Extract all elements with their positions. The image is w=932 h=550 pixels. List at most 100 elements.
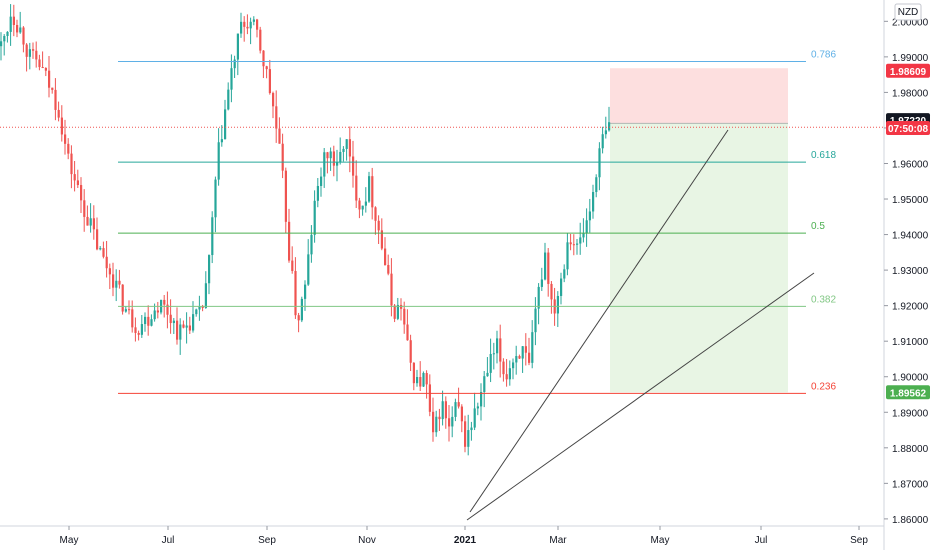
candle-body <box>185 325 188 328</box>
candle-body <box>358 200 361 210</box>
x-tick-label: Mar <box>549 535 567 546</box>
y-tick-label: 1.98000 <box>892 88 929 99</box>
currency-box[interactable] <box>894 3 922 21</box>
candle-body <box>544 252 547 280</box>
candle-body <box>102 248 105 257</box>
fib-label-0-382: 0.382 <box>811 294 836 305</box>
candle-body <box>416 377 419 384</box>
fibonacci-levels[interactable]: 0.786 0.618 0.5 0.382 0.236 <box>118 49 836 394</box>
candle-body <box>48 70 51 88</box>
candle-body <box>572 244 575 246</box>
candle-body <box>192 314 195 331</box>
candle-body <box>275 106 278 129</box>
candle-body <box>272 93 275 107</box>
candle-body <box>204 283 207 308</box>
candle-body <box>156 310 159 313</box>
candle-body <box>294 270 297 316</box>
candle-body <box>560 278 563 296</box>
candle-body <box>454 402 457 417</box>
candle-body <box>108 268 111 275</box>
candle-body <box>147 316 150 326</box>
candle-body <box>80 185 83 201</box>
candle-body <box>300 298 303 321</box>
candle-body <box>339 151 342 163</box>
y-tick-label: 1.99000 <box>892 53 929 64</box>
candle-body <box>342 148 345 152</box>
candle-body <box>220 139 223 143</box>
candle-body <box>563 269 566 279</box>
candle-body <box>556 295 559 314</box>
y-tick-label: 1.87000 <box>892 479 929 490</box>
candle-body <box>70 153 73 175</box>
price-badge-bg <box>886 120 930 135</box>
take-profit-zone <box>610 123 788 393</box>
candle-body <box>419 377 422 387</box>
x-tick-label: May <box>60 535 79 546</box>
candle-body <box>313 200 316 235</box>
candle-body <box>262 50 265 67</box>
candle-body <box>403 308 406 325</box>
candle-body <box>166 304 169 315</box>
candle-body <box>515 356 518 363</box>
candle-body <box>19 27 22 33</box>
candle-body <box>588 211 591 221</box>
candle-body <box>332 151 335 166</box>
candle-body <box>252 19 255 22</box>
candle-body <box>22 27 25 45</box>
candle-body <box>467 430 470 447</box>
y-tick-label: 1.88000 <box>892 444 929 455</box>
price-badge-label: 1.89562 <box>890 388 927 399</box>
y-tick-label: 2.00000 <box>892 17 929 28</box>
candle-body <box>585 220 588 234</box>
candle-body <box>137 332 140 335</box>
candle-body <box>230 68 233 90</box>
candle-body <box>336 162 339 166</box>
candle-body <box>598 148 601 178</box>
candle-body <box>460 406 463 422</box>
candle-body <box>432 411 435 433</box>
candle-body <box>265 66 268 70</box>
candle-body <box>566 242 569 270</box>
candle-body <box>198 306 201 310</box>
candle-body <box>201 306 204 308</box>
candle-body <box>140 324 143 335</box>
candle-body <box>345 139 348 149</box>
candle-body <box>496 338 499 354</box>
candle-body <box>278 128 281 144</box>
x-tick-label: Jul <box>755 535 768 546</box>
candle-body <box>348 139 351 157</box>
candle-body <box>364 201 367 206</box>
candle-body <box>329 151 332 159</box>
candle-body <box>390 273 393 306</box>
y-tick-label: 1.91000 <box>892 337 929 348</box>
candle-body <box>438 416 441 420</box>
candle-body <box>284 170 287 222</box>
trend-line-upper[interactable] <box>469 129 729 513</box>
candle-body <box>608 122 611 131</box>
candle-body <box>243 21 246 27</box>
candle-body <box>576 243 579 245</box>
candle-body <box>28 49 31 57</box>
candle-body <box>9 16 12 32</box>
candle-body <box>3 35 6 42</box>
candle-body <box>60 117 63 135</box>
y-tick-label: 1.90000 <box>892 373 929 384</box>
candle-body <box>208 255 211 284</box>
candle-body <box>6 31 9 36</box>
candle-body <box>188 325 191 331</box>
candle-body <box>44 67 47 71</box>
candle-body <box>409 340 412 363</box>
x-tick-label: Nov <box>358 535 376 546</box>
candle-body <box>316 185 319 201</box>
candle-body <box>307 254 310 285</box>
trend-line-lower[interactable] <box>466 272 815 521</box>
fib-label-0-5: 0.5 <box>811 221 825 232</box>
candle-body <box>579 237 582 244</box>
candle-body <box>246 26 249 29</box>
candle-body <box>380 230 383 249</box>
candle-body <box>41 67 44 69</box>
candle-body <box>144 316 147 325</box>
trend-lines[interactable] <box>466 129 815 521</box>
